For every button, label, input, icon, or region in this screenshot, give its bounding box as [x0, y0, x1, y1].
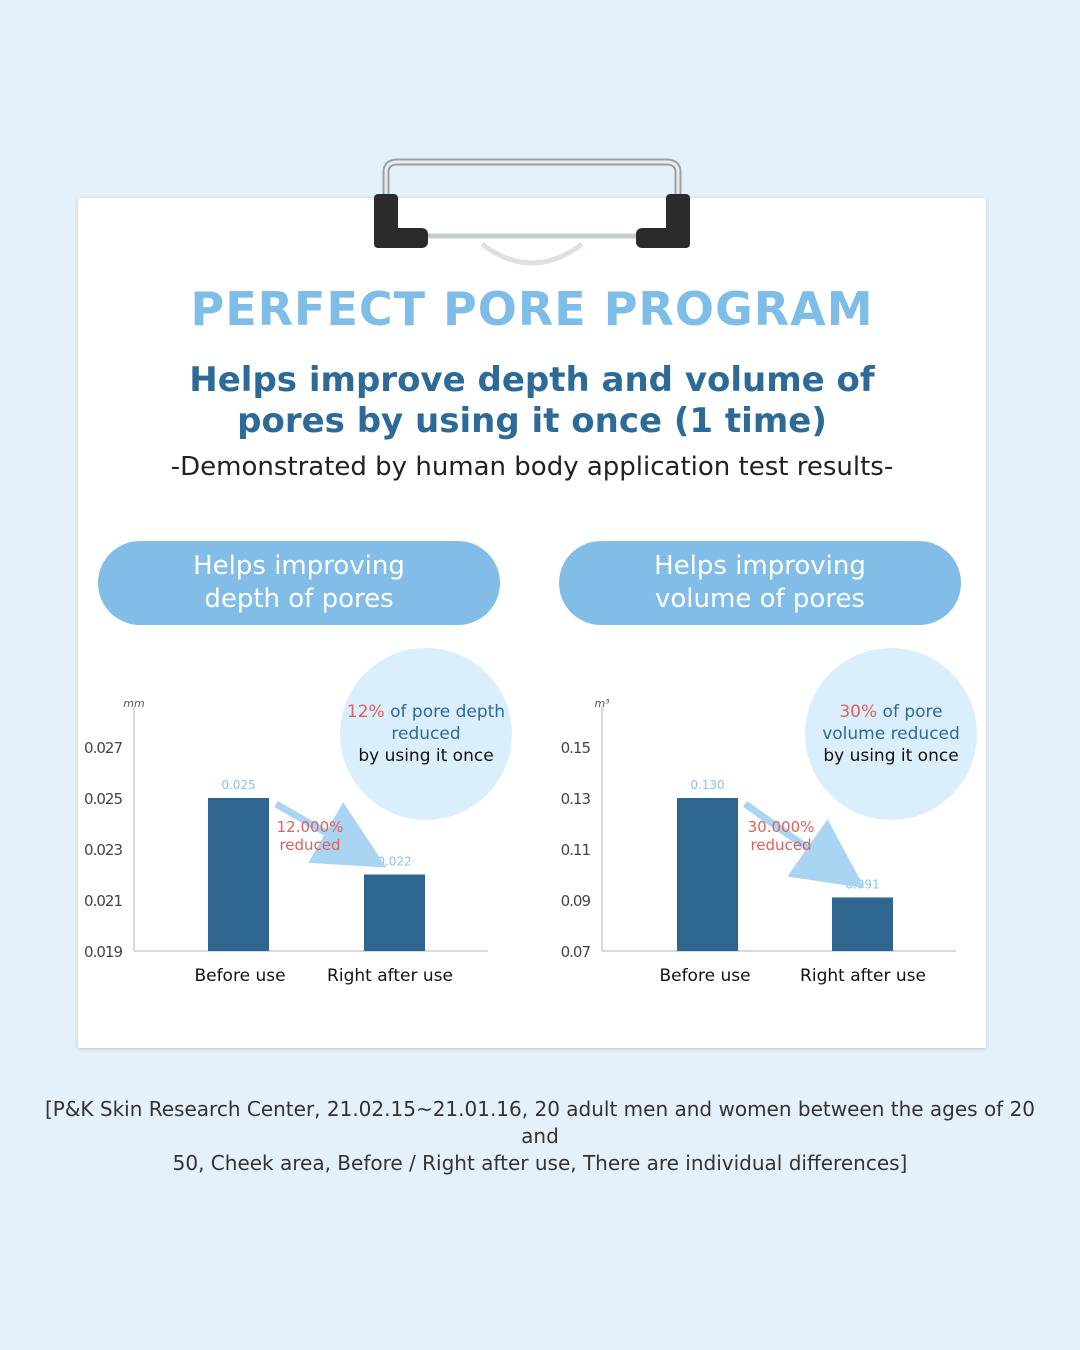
depth-pill: Helps improving depth of pores: [98, 541, 500, 625]
decrease-arrow-icon: [274, 800, 387, 868]
volume-pill-line1: Helps improving: [654, 551, 866, 581]
y-tick-label: 0.13: [561, 790, 591, 808]
bar-value-label: 0.091: [845, 877, 879, 891]
change-reduced-label: reduced: [279, 836, 340, 854]
x-category-label: Right after use: [327, 966, 453, 986]
depth-bubble-line2: reduced: [391, 724, 461, 744]
footnote: [P&K Skin Research Center, 21.02.15~21.0…: [40, 1096, 1040, 1177]
headline-line1: Helps improve depth and volume of: [189, 360, 875, 400]
bar-value-label: 0.130: [690, 778, 724, 792]
y-axis-unit: m³: [594, 697, 610, 710]
depth-pill-line2: depth of pores: [204, 584, 394, 614]
y-tick-label: 0.15: [561, 739, 591, 757]
subtitle: -Demonstrated by human body application …: [170, 452, 894, 482]
y-tick-label: 0.021: [84, 892, 122, 910]
volume-pill: Helps improving volume of pores: [559, 541, 961, 625]
footnote-line1: [P&K Skin Research Center, 21.02.15~21.0…: [44, 1097, 1036, 1148]
y-tick-label: 0.023: [84, 841, 122, 859]
volume-bubble-line2: volume reduced: [822, 724, 960, 744]
page-title: PERFECT PORE PROGRAM: [190, 282, 874, 336]
y-tick-label: 0.07: [561, 943, 591, 961]
depth-bubble-line1: 12% of pore depth: [347, 701, 505, 723]
bar: [832, 897, 893, 951]
bar: [208, 798, 269, 951]
x-category-label: Right after use: [800, 966, 926, 986]
volume-bubble-line1-rest: of pore: [877, 702, 943, 722]
headline-line2: pores by using it once (1 time): [237, 401, 827, 441]
y-tick-label: 0.027: [84, 739, 122, 757]
change-percent-label: 12.000%: [277, 818, 344, 836]
depth-result-bubble: 12% of pore depth reduced by using it on…: [340, 648, 512, 820]
volume-pill-line2: volume of pores: [655, 584, 865, 614]
y-tick-label: 0.019: [84, 943, 122, 961]
volume-bubble-line3: by using it once: [823, 746, 959, 766]
headline: Helps improve depth and volume of pores …: [78, 360, 986, 442]
bar-value-label: 0.022: [377, 855, 411, 869]
x-category-label: Before use: [194, 966, 285, 986]
y-tick-label: 0.11: [561, 841, 591, 859]
bar-value-label: 0.025: [221, 778, 255, 792]
bar: [364, 874, 425, 951]
change-percent-label: 30.000%: [748, 818, 815, 836]
y-tick-label: 0.09: [561, 892, 591, 910]
y-axis-unit: mm: [123, 697, 144, 710]
y-tick-label: 0.025: [84, 790, 122, 808]
volume-result-bubble: 30% of pore volume reduced by using it o…: [805, 648, 977, 820]
change-reduced-label: reduced: [750, 836, 811, 854]
depth-bubble-pct: 12%: [346, 702, 385, 722]
footnote-line2: 50, Cheek area, Before / Right after use…: [172, 1151, 908, 1175]
depth-pill-line1: Helps improving: [193, 551, 405, 581]
depth-bubble-line1-rest: of pore depth: [384, 702, 506, 722]
volume-bubble-line1: 30% of pore: [839, 701, 942, 723]
clipboard-clip-icon: [374, 158, 690, 266]
volume-bubble-pct: 30%: [839, 702, 878, 722]
bar: [677, 798, 738, 951]
x-category-label: Before use: [659, 966, 750, 986]
decrease-arrow-icon: [742, 801, 865, 889]
depth-bubble-line3: by using it once: [358, 746, 494, 766]
